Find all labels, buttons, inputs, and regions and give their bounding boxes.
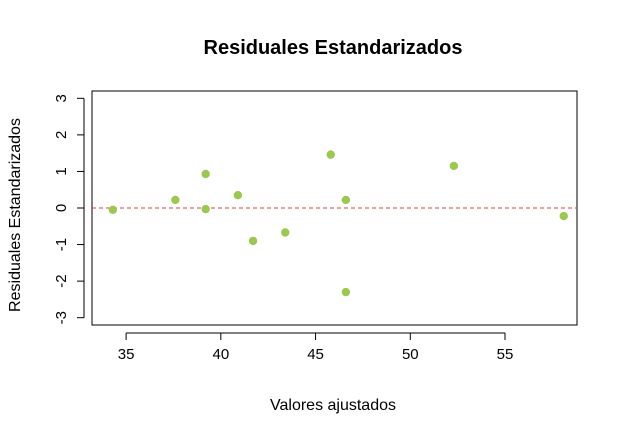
x-tick-label: 40 [212,346,229,363]
data-point [201,204,210,214]
data-point [233,191,243,200]
y-tick-label: -3 [53,311,70,324]
data-point [341,287,351,297]
y-tick-label: 3 [53,94,70,102]
y-tick-label: 2 [53,131,70,139]
x-axis: 35 40 45 50 55 [118,332,514,363]
data-point [201,169,210,179]
x-tick-label: 55 [497,346,514,363]
y-axis-label: Residuales Estandarizados [7,118,24,312]
data-point [108,205,118,215]
data-point [341,195,351,205]
data-points [108,150,568,297]
data-point [171,195,180,205]
y-tick-label: 0 [53,204,70,212]
x-tick-label: 35 [118,346,135,363]
y-tick-label: 1 [53,167,70,175]
data-point [326,150,335,159]
x-tick-label: 50 [402,346,419,363]
chart-title: Residuales Estandarizados [204,37,463,59]
y-tick-label: -2 [53,274,70,287]
data-point [248,236,258,246]
data-point [559,211,568,221]
data-point [281,228,290,237]
x-axis-label: Valores ajustados [270,397,396,414]
data-point [449,161,459,171]
x-tick-label: 45 [307,346,324,363]
y-axis: -3 -2 -1 0 1 2 3 [53,94,85,324]
y-tick-label: -1 [53,238,70,251]
